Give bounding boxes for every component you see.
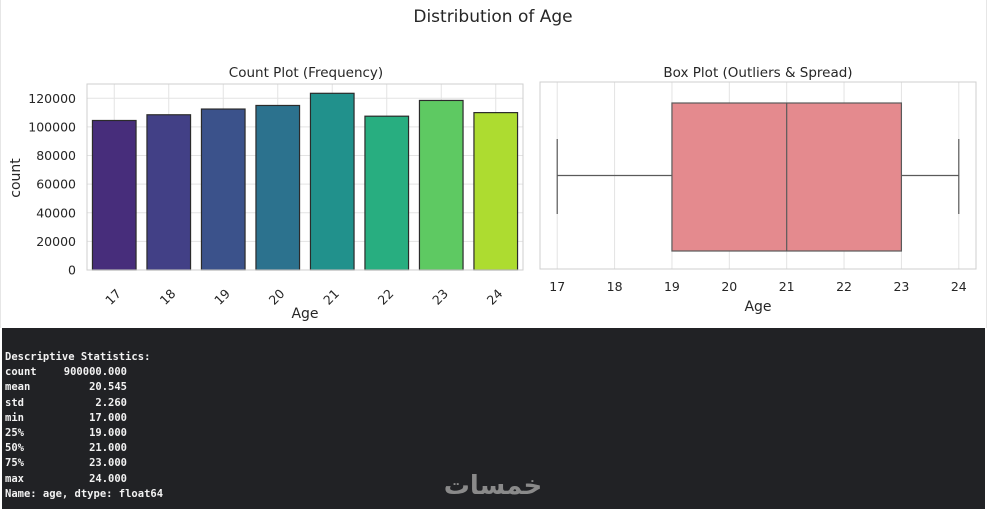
count-plot-y-tick-label: 40000 (36, 205, 76, 220)
box-plot-x-label: Age (744, 299, 771, 315)
count-plot-x-tick-label: 23 (429, 286, 451, 308)
watermark-logo-graphic: خمسات (444, 471, 543, 501)
console-stat-key: 75% (5, 457, 24, 470)
console-stat-row: 25% 19.000 (5, 426, 985, 441)
count-bar (91, 119, 137, 271)
figure: Distribution of Age Count Plot (Frequenc… (0, 0, 987, 328)
console-stat-row: 50% 21.000 (5, 441, 985, 456)
box-plot-x-tick-label: 17 (549, 279, 565, 294)
count-plot-x-tick-label: 18 (157, 286, 179, 308)
console-stat-value: 24.000 (89, 472, 127, 485)
count-bar (255, 104, 301, 271)
console-stat-key: std (5, 396, 24, 409)
console-stat-value: 20.545 (89, 381, 127, 394)
console-output: Descriptive Statistics: count 900000.000 m… (2, 328, 985, 509)
count-bar (418, 99, 464, 271)
box-plot-x-tick-label: 20 (721, 279, 737, 294)
count-plot-y-tick-label: 80000 (36, 148, 76, 163)
count-bar (146, 114, 192, 271)
watermark-text: خمسات (444, 471, 543, 501)
count-plot-y-tick-label: 120000 (28, 91, 76, 106)
count-plot-title: Count Plot (Frequency) (229, 65, 383, 81)
count-plot-x-label: Age (291, 306, 318, 322)
watermark-logo: خمسات (432, 470, 554, 504)
count-plot-x-ticks: 17 18 19 20 21 22 23 24 (102, 286, 505, 308)
console-stat-key: count (5, 366, 37, 379)
box-plot-frame (539, 81, 977, 270)
console-stat-row: 75% 23.000 (5, 456, 985, 471)
count-plot-x-tick-label: 19 (211, 286, 233, 308)
count-bar (473, 112, 519, 271)
count-plot-y-tick-label: 0 (68, 263, 76, 278)
console-stat-value: 19.000 (89, 426, 127, 439)
console-stat-row: mean 20.545 (5, 380, 985, 395)
console-stat-value: 900000.000 (63, 366, 127, 379)
count-bar (364, 115, 410, 271)
console-stat-row: count 900000.000 (5, 365, 985, 380)
box-plot: Box Plot (Outliers & Spread) 17 18 19 20 21 2… (539, 65, 977, 315)
console-stat-key: max (5, 472, 24, 485)
box-plot-x-tick-label: 24 (951, 279, 967, 294)
console-stat-value: 23.000 (89, 457, 127, 470)
count-plot-x-tick-label: 17 (102, 286, 124, 308)
count-plot-y-tick-label: 100000 (28, 119, 76, 134)
console-footer: Name: age, dtype: float64 (5, 487, 164, 500)
console-stat-row: min 17.000 (5, 411, 985, 426)
console-stat-key: min (5, 411, 24, 424)
count-plot-y-tick-label: 60000 (36, 177, 76, 192)
figure-title: Distribution of Age (413, 7, 572, 27)
console-header: Descriptive Statistics: (5, 351, 151, 363)
console-stats-table: count 900000.000 mean 20.545 std 2.260 min 17.0… (5, 365, 985, 487)
count-bar (309, 92, 355, 271)
count-plot-y-label: count (8, 158, 24, 198)
box-plot-x-tick-label: 18 (607, 279, 623, 294)
count-plot-y-ticks: 0 20000 40000 60000 80000 100000 120000 (28, 91, 76, 278)
count-bar (200, 108, 246, 271)
box-plot-x-tick-label: 19 (664, 279, 680, 294)
console-stat-key: mean (5, 381, 31, 394)
count-plot-x-tick-label: 22 (375, 286, 397, 308)
console-stat-row: max 24.000 (5, 472, 985, 487)
console-stat-value: 21.000 (89, 442, 127, 455)
count-plot-x-tick-label: 24 (484, 286, 506, 308)
count-plot: Count Plot (Frequency) 0 20000 40000 60000 8… (8, 65, 524, 322)
count-plot-frame (86, 83, 524, 271)
count-plot-x-tick-label: 20 (266, 286, 288, 308)
console-stat-row: std 2.260 (5, 396, 985, 411)
box-plot-x-tick-label: 23 (893, 279, 909, 294)
box-plot-x-tick-label: 21 (779, 279, 795, 294)
figure-canvas: Distribution of Age Count Plot (Frequenc… (8, 7, 977, 322)
console-stat-key: 25% (5, 426, 24, 439)
count-plot-y-tick-label: 20000 (36, 234, 76, 249)
console-stat-key: 50% (5, 442, 24, 455)
count-plot-bars (91, 92, 519, 271)
console-stat-value: 2.260 (95, 396, 127, 409)
count-plot-x-tick-label: 21 (320, 286, 342, 308)
console-stat-value: 17.000 (89, 411, 127, 424)
box-plot-title: Box Plot (Outliers & Spread) (663, 65, 852, 81)
box-plot-body (556, 102, 960, 252)
box-plot-x-tick-label: 22 (836, 279, 852, 294)
box-plot-x-ticks: 17 18 19 20 21 22 23 24 (549, 279, 967, 294)
